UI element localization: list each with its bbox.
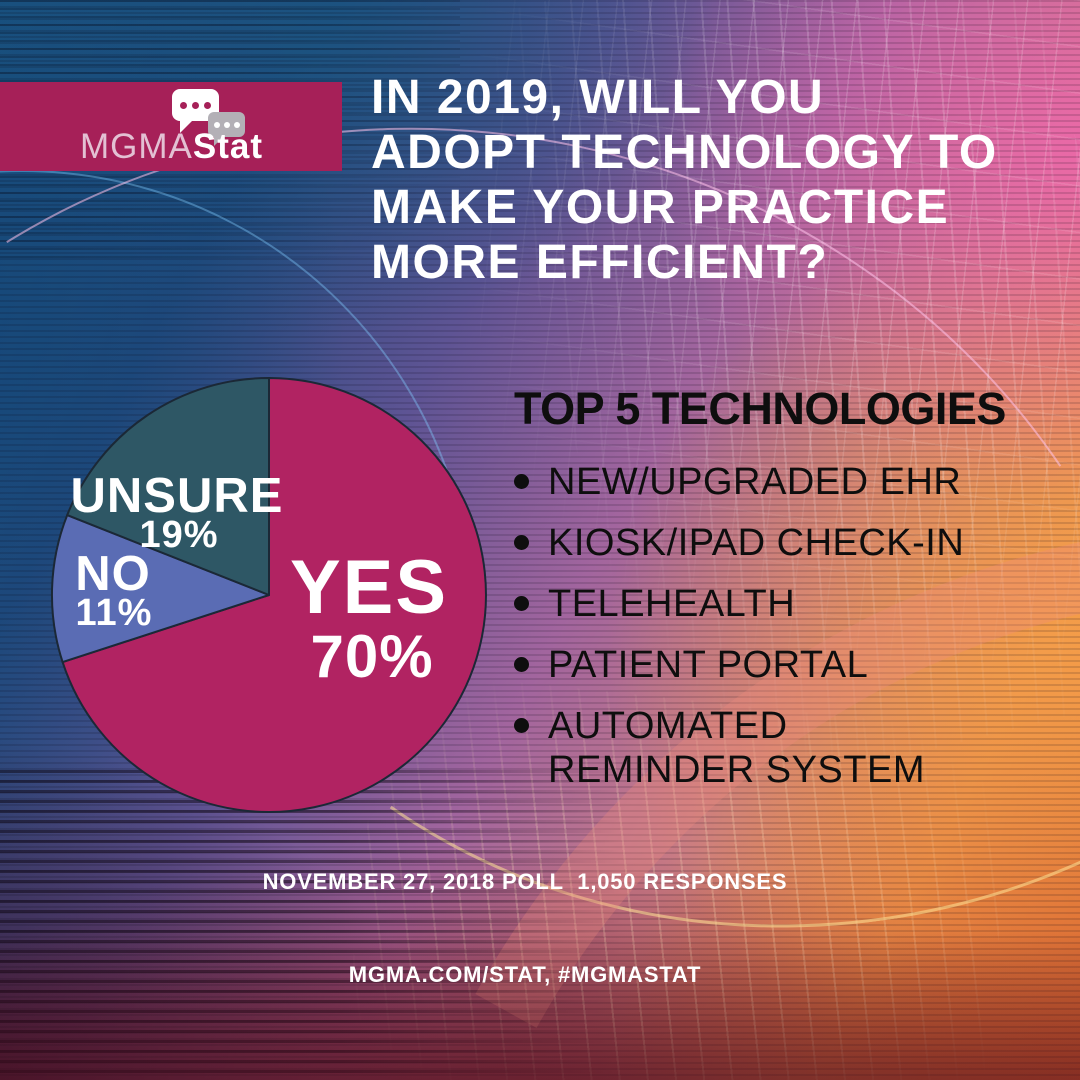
logo-stat-text: Stat [192,127,264,166]
pie-value-yes: 70% [310,623,433,690]
bubble-tail [180,120,193,133]
mgma-stat-wordmark: MGMAStat [80,129,263,164]
technology-item: KIOSK/IPAD CHECK-IN [512,521,1072,565]
bubble-dot [204,101,211,109]
pie-slice-yes [61,377,487,813]
pie-value-unsure: 19% [139,514,218,556]
pie-slice-no [50,514,270,664]
technologies-list: NEW/UPGRADED EHR KIOSK/IPAD CHECK-IN TEL… [512,460,1072,792]
chat-bubble-small-icon [208,112,245,146]
pie-label-yes: YES [290,545,448,630]
bubble-dot [192,101,199,109]
bubble-dot [213,121,220,128]
pie-chart: UNSURE 19% NO 11% YES 70% [39,365,499,825]
chat-bubble-large-icon [172,89,219,133]
chat-bubbles-icon [172,89,252,151]
bullet-icon [514,596,529,611]
technology-item: AUTOMATED REMINDER SYSTEM [512,704,1072,792]
bubble-dot [180,101,187,109]
pie-label-unsure: UNSURE [71,469,284,523]
pie-label-no: NO [75,547,151,601]
background-bottom-shade [0,930,1080,1080]
bubble-dot [223,121,230,128]
mgma-stat-logo-banner: MGMAStat [0,82,342,171]
poll-question-line: ADOPT TECHNOLOGY TO [371,126,998,179]
technology-item: NEW/UPGRADED EHR [512,460,1072,504]
logo-mgma-text: MGMA [80,127,193,166]
top5-technologies-panel: TOP 5 TECHNOLOGIES NEW/UPGRADED EHR KIOS… [512,384,1072,809]
pie-value-no: 11% [76,592,153,634]
mgma-links: MGMA.COM/STAT, #MGMASTAT [348,962,702,987]
bubble-tail [214,136,224,146]
poll-date-responses: NOVEMBER 27, 2018 POLL 1,050 RESPONSES [262,869,788,894]
bullet-icon [514,657,529,672]
pie-slice-unsure [66,377,270,596]
footer: NOVEMBER 27, 2018 POLL 1,050 RESPONSES M… [0,804,1050,1052]
bubble-dot [233,121,240,128]
poll-question-line: MAKE YOUR PRACTICE [371,181,950,234]
technology-item: TELEHEALTH [512,582,1072,626]
poll-question-line: MORE EFFICIENT? [371,236,829,289]
poll-question-line: IN 2019, WILL YOU [371,71,825,124]
bullet-icon [514,474,529,489]
top5-heading: TOP 5 TECHNOLOGIES [514,383,1006,434]
background-grid-mesh [480,0,1080,660]
technology-item: PATIENT PORTAL [512,643,1072,687]
bullet-icon [514,718,529,733]
bullet-icon [514,535,529,550]
poll-question: IN 2019, WILL YOU ADOPT TECHNOLOGY TO MA… [371,70,1077,290]
